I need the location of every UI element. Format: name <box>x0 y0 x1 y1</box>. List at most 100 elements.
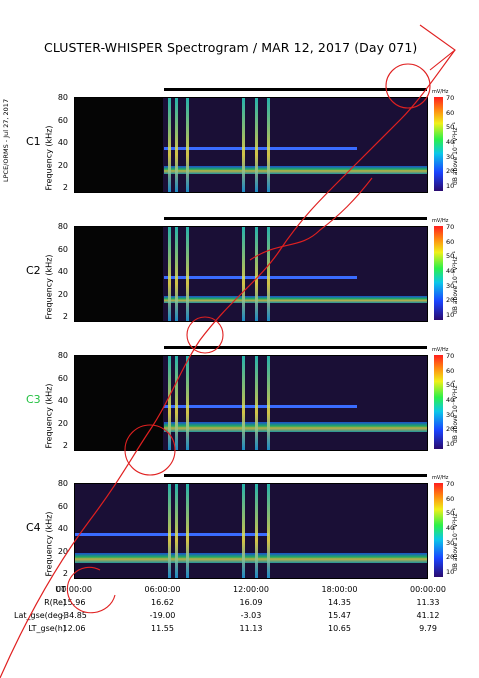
y-tick-label: 40 <box>57 396 68 405</box>
emission-band <box>75 552 427 563</box>
colorbar-tick: 70 <box>446 480 455 488</box>
spectrogram-plot <box>74 483 428 579</box>
broadband-spike <box>167 98 171 192</box>
y-tick-label: 2 <box>62 312 68 321</box>
y-tick-label: 40 <box>57 267 68 276</box>
panel-label: C1 <box>26 135 41 148</box>
broadband-spike <box>175 227 179 321</box>
broadband-spike <box>175 356 179 450</box>
ephemeris-value: 11.55 <box>151 624 174 633</box>
spectrogram-plot <box>74 226 428 322</box>
broadband-spike <box>254 484 258 578</box>
ephemeris-value: 16.62 <box>151 598 174 607</box>
ephemeris-value: 15.96 <box>62 598 86 607</box>
no-data-region <box>75 98 163 192</box>
upper-emission-line <box>163 276 358 280</box>
data-flag-bar <box>164 474 427 477</box>
colorbar-label: dB above 10⁻⁸V²Hz⁻¹ <box>452 121 459 185</box>
broadband-spike <box>185 484 189 578</box>
ephemeris-value: 14.35 <box>328 598 351 607</box>
ephemeris-value: 15.47 <box>328 611 351 620</box>
ephemeris-row: UT <box>0 585 479 596</box>
y-tick-label: 20 <box>57 160 68 170</box>
broadband-spike <box>185 227 189 321</box>
broadband-spike <box>241 356 245 450</box>
colorbar <box>434 226 443 320</box>
page-title: CLUSTER-WHISPER Spectrogram / MAR 12, 20… <box>44 40 418 55</box>
emission-band <box>163 295 427 304</box>
y-tick-label: 40 <box>57 524 68 533</box>
panel-label: C4 <box>26 521 41 534</box>
y-tick-label: 2 <box>62 441 68 450</box>
ephemeris-label: Lat_gse(deg) <box>14 611 66 620</box>
upper-emission-line <box>163 147 358 151</box>
y-tick-label: 80 <box>57 93 68 102</box>
ephemeris-value: 9.79 <box>419 624 437 633</box>
colorbar-label: dB above 10⁻⁸V²Hz⁻¹ <box>452 379 459 443</box>
colorbar <box>434 97 443 191</box>
y-tick-label: 2 <box>62 569 68 578</box>
broadband-spike <box>241 484 245 578</box>
panel-label: C3 <box>26 393 41 406</box>
colorbar-tick: 60 <box>446 237 455 246</box>
emission-band <box>163 165 427 175</box>
broadband-spike <box>254 227 258 321</box>
y-tick-label: 60 <box>57 373 68 383</box>
colorbar-label: dB above 10⁻⁸V²Hz⁻¹ <box>452 507 459 571</box>
broadband-spike <box>266 484 270 578</box>
y-tick-label: 80 <box>57 222 68 231</box>
no-data-region <box>75 227 163 321</box>
broadband-spike <box>167 356 171 450</box>
broadband-spike <box>185 98 189 192</box>
data-flag-bar <box>164 88 427 91</box>
colorbar-tick: 70 <box>446 223 455 231</box>
y-tick-label: 60 <box>57 244 68 254</box>
broadband-spike <box>175 484 179 578</box>
ephemeris-value: 11.13 <box>239 624 263 633</box>
ephemeris-row: LT_gse(h) 12.06 11.55 11.13 10.65 9.79 <box>0 624 479 635</box>
panel-label: C2 <box>26 264 41 277</box>
broadband-spike <box>266 356 270 450</box>
colorbar <box>434 483 443 577</box>
colorbar-label: dB above 10⁻⁸V²Hz⁻¹ <box>452 250 459 314</box>
ephemeris-value: -34.85 <box>61 611 87 620</box>
y-tick-label: 60 <box>57 115 68 125</box>
broadband-spike <box>266 98 270 192</box>
ephemeris-value: 10.65 <box>328 624 351 633</box>
ephemeris-row: R(Re) 15.96 16.62 16.09 14.35 11.33 <box>0 598 479 609</box>
broadband-spike <box>241 98 245 192</box>
y-tick-label: 60 <box>57 501 68 511</box>
broadband-spike <box>167 484 171 578</box>
y-tick-label: 2 <box>62 183 68 192</box>
spectrogram-plot <box>74 97 428 193</box>
broadband-spike <box>185 356 189 450</box>
y-tick-label: 40 <box>57 138 68 147</box>
broadband-spike <box>241 227 245 321</box>
colorbar-tick: 70 <box>446 94 455 102</box>
ephemeris-label: LT_gse(h) <box>28 624 66 633</box>
ephemeris-value: -3.03 <box>240 611 262 620</box>
ephemeris-value: 41.12 <box>416 611 440 620</box>
y-tick-label: 20 <box>57 289 68 299</box>
broadband-spike <box>167 227 171 321</box>
ephemeris-value: 11.33 <box>416 598 440 607</box>
colorbar <box>434 355 443 449</box>
producer-stamp: LPCE/ORMS - Jul 27, 2017 <box>2 98 10 182</box>
y-tick-label: 20 <box>57 546 68 556</box>
data-flag-bar <box>164 346 427 349</box>
no-data-region <box>75 356 163 450</box>
y-tick-label: 20 <box>57 418 68 428</box>
data-flag-bar <box>164 217 427 220</box>
ephemeris-row: Lat_gse(deg) -34.85 -19.00 -3.03 15.47 41.12 <box>0 611 479 622</box>
ephemeris-value: 16.09 <box>239 598 263 607</box>
colorbar-tick: 60 <box>446 108 455 117</box>
spectrogram-plot <box>74 355 428 451</box>
colorbar-tick: 60 <box>446 494 455 503</box>
broadband-spike <box>254 98 258 192</box>
colorbar-tick: 60 <box>446 366 455 375</box>
broadband-spike <box>175 98 179 192</box>
broadband-spike <box>266 227 270 321</box>
ephemeris-label: UT <box>55 585 66 594</box>
ephemeris-value: -19.00 <box>149 611 176 620</box>
broadband-spike <box>254 356 258 450</box>
